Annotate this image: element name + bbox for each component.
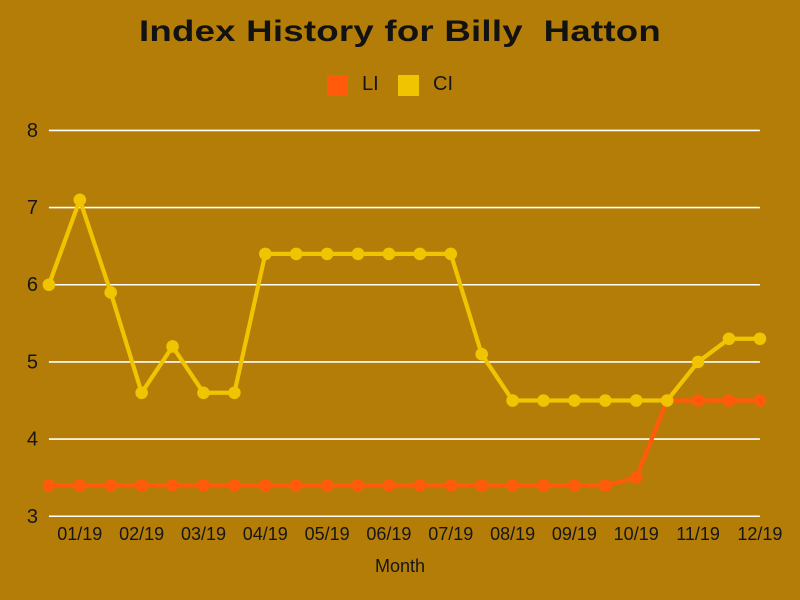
svg-text:7: 7 (27, 197, 38, 219)
svg-text:01/19: 01/19 (57, 524, 102, 544)
svg-text:8: 8 (27, 120, 38, 142)
svg-text:6: 6 (27, 274, 38, 296)
svg-text:4: 4 (27, 429, 38, 451)
svg-text:03/19: 03/19 (181, 524, 226, 544)
svg-text:08/19: 08/19 (490, 524, 535, 544)
svg-text:5: 5 (27, 351, 38, 373)
svg-text:06/19: 06/19 (366, 524, 411, 544)
svg-text:05/19: 05/19 (305, 524, 350, 544)
svg-text:12/19: 12/19 (737, 524, 782, 544)
svg-text:10/19: 10/19 (614, 524, 659, 544)
svg-text:02/19: 02/19 (119, 524, 164, 544)
svg-text:09/19: 09/19 (552, 524, 597, 544)
svg-text:04/19: 04/19 (243, 524, 288, 544)
svg-text:11/19: 11/19 (676, 524, 720, 544)
svg-text:3: 3 (27, 506, 38, 528)
svg-text:07/19: 07/19 (428, 524, 473, 544)
